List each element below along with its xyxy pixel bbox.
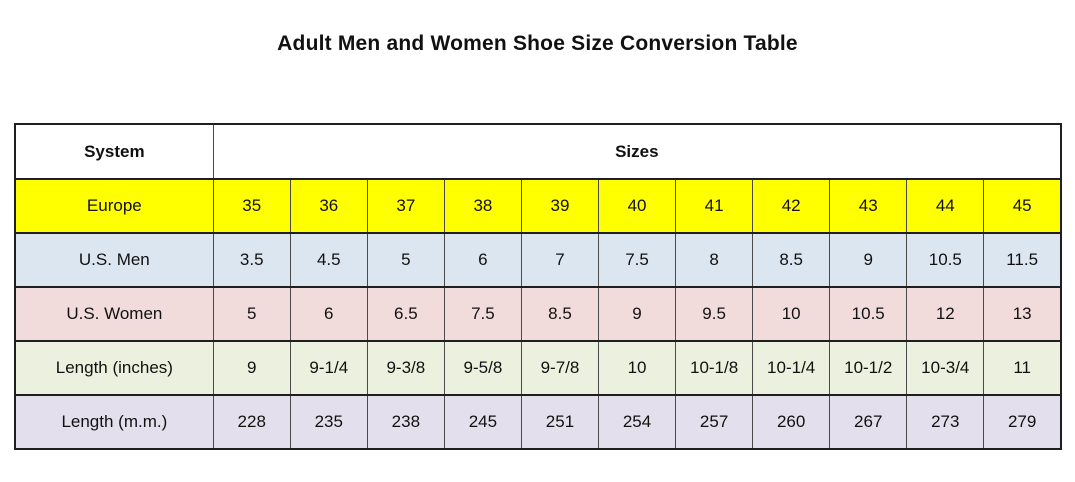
row-label-length-inches: Length (inches) (14, 340, 214, 396)
table-row-us-women: U.S. Women 5 6 6.5 7.5 8.5 9 9.5 10 10.5 12 13 (14, 286, 1062, 342)
cell-europe-9: 44 (906, 178, 985, 234)
cell-length-inches-5: 10 (597, 340, 677, 396)
cell-europe-5: 40 (597, 178, 677, 234)
cell-europe-3: 38 (443, 178, 522, 234)
cell-length-inches-2: 9-3/8 (366, 340, 445, 396)
cell-length-mm-8: 267 (829, 394, 908, 450)
cell-length-mm-0: 228 (212, 394, 291, 450)
cell-europe-0: 35 (212, 178, 291, 234)
cell-us-women-10: 13 (983, 286, 1062, 342)
table-row-length-mm: Length (m.m.) 228 235 238 245 251 254 257 260 267… (14, 394, 1062, 450)
cell-europe-6: 41 (675, 178, 754, 234)
page-title: Adult Men and Women Shoe Size Conversion… (277, 32, 798, 55)
cell-europe-4: 39 (520, 178, 600, 234)
sizes-column-header: Sizes (212, 123, 1062, 180)
cell-length-inches-4: 9-7/8 (520, 340, 600, 396)
cell-length-mm-5: 254 (597, 394, 677, 450)
cell-us-women-4: 8.5 (520, 286, 600, 342)
cell-length-mm-4: 251 (520, 394, 600, 450)
cell-length-mm-2: 238 (366, 394, 445, 450)
cell-europe-8: 43 (829, 178, 908, 234)
cell-europe-7: 42 (752, 178, 831, 234)
table-row-europe: Europe 35 36 37 38 39 40 41 42 43 44 45 (14, 178, 1062, 234)
row-label-length-mm: Length (m.m.) (14, 394, 214, 450)
cell-length-mm-6: 257 (675, 394, 754, 450)
cell-us-men-5: 7.5 (597, 232, 677, 288)
cell-europe-1: 36 (289, 178, 368, 234)
cell-length-mm-9: 273 (906, 394, 985, 450)
cell-us-men-3: 6 (443, 232, 522, 288)
cell-us-women-5: 9 (597, 286, 677, 342)
cell-us-men-9: 10.5 (906, 232, 985, 288)
table-row-us-men: U.S. Men 3.5 4.5 5 6 7 7.5 8 8.5 9 10.5 11.5 (14, 232, 1062, 288)
system-column-header: System (14, 123, 214, 180)
row-label-europe: Europe (14, 178, 214, 234)
cell-us-men-4: 7 (520, 232, 600, 288)
cell-length-mm-10: 279 (983, 394, 1062, 450)
cell-us-men-6: 8 (675, 232, 754, 288)
cell-us-men-8: 9 (829, 232, 908, 288)
cell-us-women-7: 10 (752, 286, 831, 342)
cell-us-women-6: 9.5 (675, 286, 754, 342)
cell-length-inches-0: 9 (212, 340, 291, 396)
cell-europe-10: 45 (983, 178, 1062, 234)
table-header-row: System Sizes (14, 123, 1062, 180)
cell-length-mm-7: 260 (752, 394, 831, 450)
cell-length-mm-3: 245 (443, 394, 522, 450)
cell-us-women-1: 6 (289, 286, 368, 342)
cell-length-inches-3: 9-5/8 (443, 340, 522, 396)
cell-us-men-10: 11.5 (983, 232, 1062, 288)
cell-length-inches-9: 10-3/4 (906, 340, 985, 396)
cell-length-inches-8: 10-1/2 (829, 340, 908, 396)
cell-us-men-7: 8.5 (752, 232, 831, 288)
cell-us-women-8: 10.5 (829, 286, 908, 342)
cell-us-women-2: 6.5 (366, 286, 445, 342)
cell-us-women-9: 12 (906, 286, 985, 342)
cell-length-inches-7: 10-1/4 (752, 340, 831, 396)
cell-us-women-0: 5 (212, 286, 291, 342)
cell-length-inches-6: 10-1/8 (675, 340, 754, 396)
cell-length-mm-1: 235 (289, 394, 368, 450)
cell-us-men-0: 3.5 (212, 232, 291, 288)
shoe-size-conversion-table: System Sizes Europe 35 36 37 38 39 40 41 42 43 44 4… (14, 123, 1062, 450)
table-row-length-inches: Length (inches) 9 9-1/4 9-3/8 9-5/8 9-7/8 10 10… (14, 340, 1062, 396)
cell-us-men-2: 5 (366, 232, 445, 288)
row-label-us-women: U.S. Women (14, 286, 214, 342)
cell-us-men-1: 4.5 (289, 232, 368, 288)
cell-length-inches-10: 11 (983, 340, 1062, 396)
cell-length-inches-1: 9-1/4 (289, 340, 368, 396)
row-label-us-men: U.S. Men (14, 232, 214, 288)
cell-us-women-3: 7.5 (443, 286, 522, 342)
cell-europe-2: 37 (366, 178, 445, 234)
